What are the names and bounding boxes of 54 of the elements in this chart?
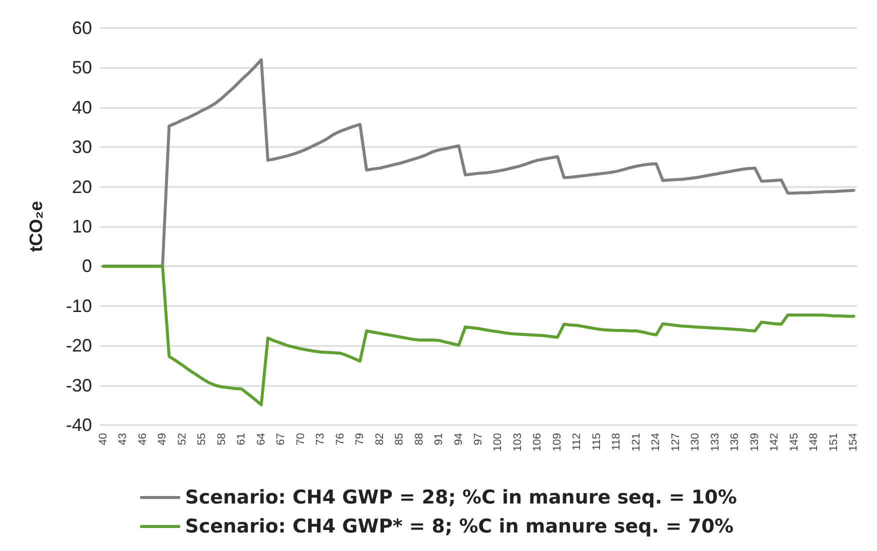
y-tick-label: 40 [72,97,92,118]
x-tick-label: 49 [156,433,169,446]
x-tick-label: 145 [788,433,800,452]
x-tick-label: 91 [433,433,446,446]
y-tick-label: -40 [66,415,92,435]
x-tick-label: 73 [314,433,327,446]
x-tick-label: 115 [590,433,603,451]
x-tick-label: 58 [216,433,228,446]
y-tick-label: 60 [72,18,92,38]
x-tick-label: 40 [97,433,110,446]
line-series [102,264,856,406]
x-tick-label: 103 [512,433,524,452]
legend-label: Scenario: CH4 GWP* = 8; %C in manure seq. = 70% [185,516,734,538]
x-tick-label: 109 [551,433,564,452]
x-tick-label: 106 [532,433,544,452]
y-tick-label: -30 [66,375,92,396]
x-tick-label: 130 [690,433,702,452]
x-tick-label: 127 [670,433,682,452]
x-tick-label: 46 [136,433,149,446]
y-tick-label: -10 [66,296,92,316]
y-tick-label: 20 [72,176,92,197]
x-tick-label: 82 [374,433,386,446]
x-tick-label: 139 [748,433,761,452]
x-tick-label: 97 [472,433,484,446]
x-tick-label: 76 [334,433,346,446]
x-tick-label: 100 [492,433,504,452]
x-tick-label: 85 [394,433,406,446]
legend-label: Scenario: CH4 GWP = 28; %C in manure seq. = 10% [185,486,737,508]
x-tick-label: 133 [709,433,722,452]
x-tick-label: 79 [354,433,366,446]
x-tick-label: 142 [768,433,781,452]
x-tick-label: 151 [828,433,840,452]
x-tick-label: 70 [294,433,307,446]
x-tick-label: 55 [196,433,208,446]
x-tick-label: 52 [176,433,188,446]
x-tick-label: 94 [452,433,465,446]
y-tick-label: 50 [72,58,92,78]
x-tick-label: 118 [610,433,623,451]
y-tick-label: 10 [72,216,92,236]
y-axis-title: tCO₂e [26,200,46,252]
x-tick-label: 61 [236,433,248,446]
x-tick-label: 64 [255,433,268,446]
x-tick-label: 124 [650,433,662,452]
x-tick-label: 136 [729,433,742,452]
x-tick-label: 43 [117,433,130,446]
x-tick-label: 88 [413,433,426,446]
y-tick-label: -20 [66,336,92,356]
y-tick-label: 30 [72,137,92,158]
x-tick-label: 148 [808,433,820,452]
x-tick-label: 121 [630,433,642,452]
x-tick-label: 67 [275,433,288,446]
x-tick-label: 112 [571,433,584,451]
x-tick-label: 154 [848,433,860,452]
y-tick-label: 0 [82,256,92,276]
